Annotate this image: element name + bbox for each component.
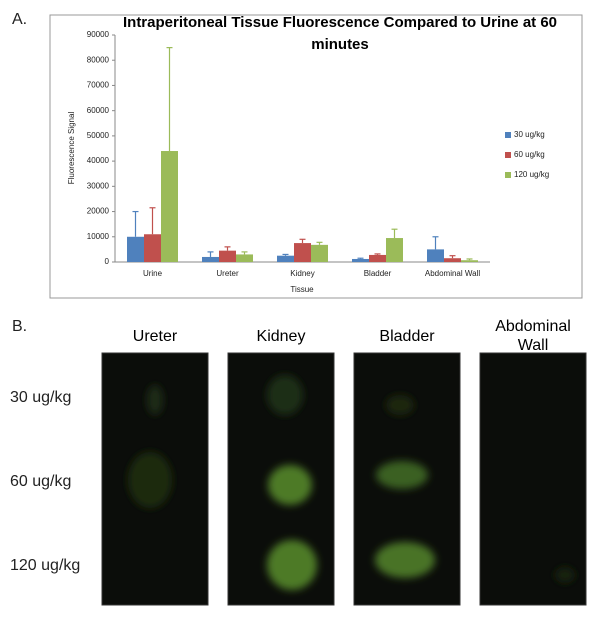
y-tick-label: 0 [105, 257, 110, 266]
y-axis-label: Fluorescence Signal [67, 112, 76, 185]
panel-label: A. [12, 11, 27, 28]
error-bar [299, 238, 306, 244]
bar [461, 260, 478, 262]
legend-label: 120 ug/kg [514, 170, 549, 179]
x-tick-label: Abdominal Wall [425, 269, 481, 278]
row-label: 60 ug/kg [10, 473, 71, 490]
error-bar [466, 258, 473, 261]
x-tick-label: Bladder [364, 269, 392, 278]
chart-title: Intraperitoneal Tissue Fluorescence Comp… [122, 14, 558, 53]
column-heading: Kidney [256, 328, 306, 345]
y-tick-label: 80000 [87, 55, 110, 64]
bar [202, 256, 219, 262]
error-bar [166, 47, 173, 152]
y-tick-label: 90000 [87, 30, 110, 39]
bar [277, 255, 294, 262]
y-tick-label: 70000 [87, 81, 110, 90]
bar [127, 236, 144, 262]
error-bar [241, 251, 248, 255]
error-bar [132, 210, 139, 237]
x-tick-label: Kidney [290, 269, 314, 278]
image-grid [101, 352, 587, 606]
bar [369, 254, 386, 262]
error-bar [207, 251, 214, 257]
row-label: 120 ug/kg [10, 557, 80, 574]
panel-label: B. [12, 318, 27, 335]
legend-label: 60 ug/kg [514, 150, 545, 159]
bar [352, 258, 369, 262]
error-bar [149, 207, 156, 235]
error-bar [449, 255, 456, 259]
column-heading: Abdominal Wall [495, 318, 571, 354]
bar [219, 250, 236, 262]
bar [311, 244, 328, 262]
column-heading: Ureter [132, 328, 178, 345]
x-axis-label: Tissue [290, 285, 314, 294]
error-bar [432, 236, 439, 250]
error-bar [282, 253, 289, 256]
error-bar [357, 257, 364, 259]
error-bar [224, 246, 231, 251]
row-label: 30 ug/kg [10, 389, 71, 406]
error-bar [374, 253, 381, 255]
y-tick-label: 60000 [87, 106, 110, 115]
x-tick-label: Ureter [216, 269, 239, 278]
error-bar [391, 228, 398, 239]
y-tick-label: 30000 [87, 181, 110, 190]
legend-swatch [505, 172, 511, 178]
legend-swatch [505, 132, 511, 138]
error-bar [316, 241, 323, 245]
x-tick-label: Urine [143, 269, 163, 278]
y-tick-label: 50000 [87, 131, 110, 140]
bar [161, 151, 178, 262]
column-heading: Bladder [379, 328, 435, 345]
bar [236, 254, 253, 262]
bar [427, 249, 444, 262]
y-tick-label: 10000 [87, 232, 110, 241]
bar [386, 238, 403, 262]
legend-swatch [505, 152, 511, 158]
y-tick-label: 20000 [87, 207, 110, 216]
bar [294, 243, 311, 262]
bar [444, 258, 461, 262]
bar [144, 234, 161, 262]
legend-label: 30 ug/kg [514, 130, 545, 139]
y-tick-label: 40000 [87, 156, 110, 165]
